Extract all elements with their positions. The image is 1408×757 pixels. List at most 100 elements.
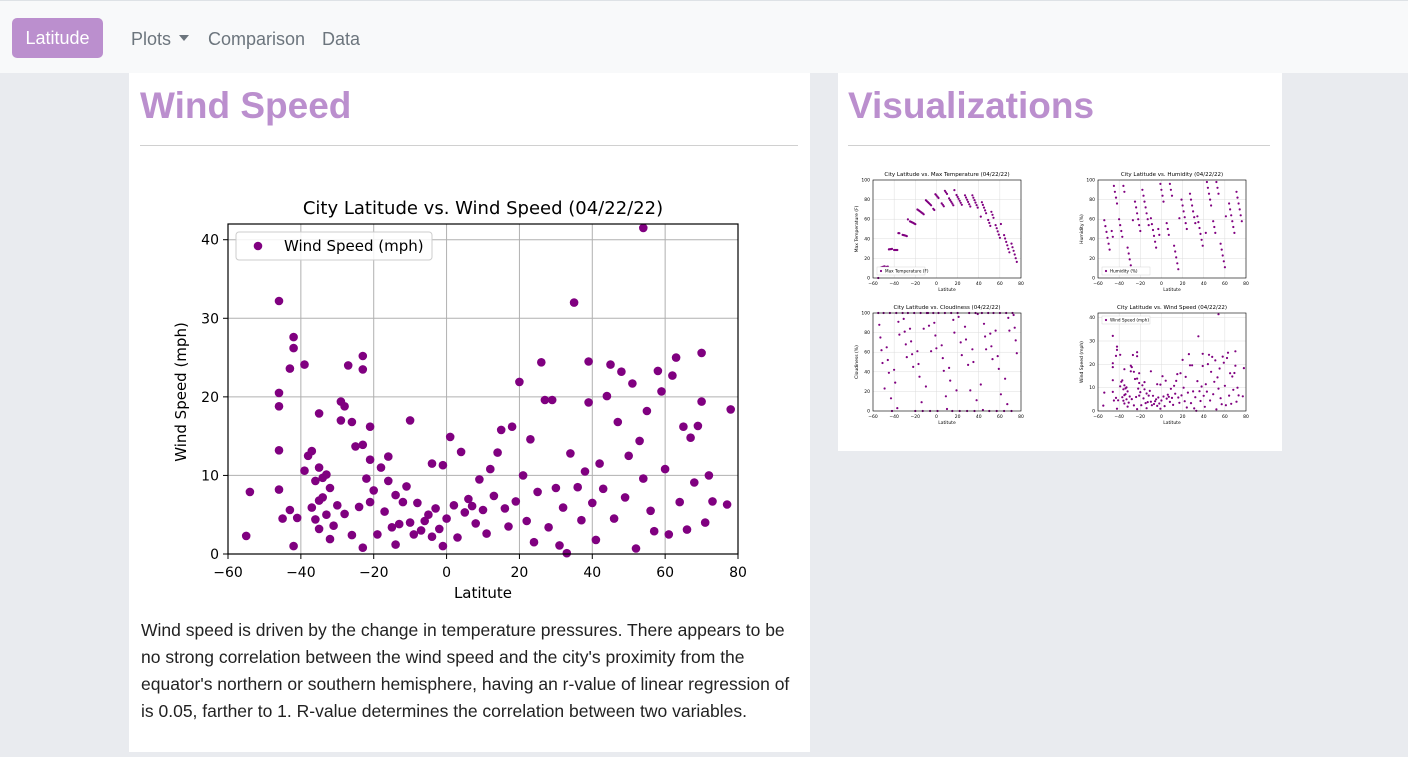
brand-button[interactable]: Latitude (12, 18, 103, 58)
thumb-point (1187, 353, 1190, 356)
thumb-point (1237, 202, 1240, 205)
thumb-point (922, 213, 925, 216)
data-point (693, 421, 703, 431)
thumb-point (1207, 353, 1211, 356)
data-point (544, 523, 553, 532)
data-points (241, 223, 735, 558)
thumb-point (1159, 407, 1162, 410)
thumb-point (1136, 351, 1139, 354)
thumb-point (1183, 216, 1186, 219)
thumb-point (1199, 399, 1202, 403)
data-point (475, 475, 484, 484)
thumb-x-tick: −60 (868, 414, 878, 420)
thumb-point (1162, 200, 1165, 203)
thumb-point (1234, 364, 1237, 367)
thumb-point (950, 200, 953, 203)
data-point (653, 366, 663, 376)
page-title: Wind Speed (140, 85, 352, 126)
data-point (285, 364, 295, 373)
thumb-point (924, 385, 927, 388)
thumb-point (1184, 222, 1187, 225)
thumb-point (1112, 399, 1115, 402)
thumb-point (1229, 372, 1232, 375)
thumb-point (1184, 375, 1187, 378)
thumb-point (971, 194, 974, 197)
thumb-points (1102, 313, 1245, 412)
thumb-point (1113, 190, 1116, 193)
thumb-point (1180, 198, 1183, 201)
thumb-point (1162, 395, 1165, 398)
thumb-point (1193, 407, 1196, 410)
thumb-legend-label: Max Temperature (F) (885, 269, 929, 274)
thumb-point (896, 248, 899, 252)
thumb-point (1165, 397, 1168, 400)
thumb-point (1137, 387, 1140, 390)
data-point (697, 348, 706, 358)
data-point (537, 358, 546, 367)
thumb-point (1115, 348, 1119, 351)
thumb-point (1145, 407, 1148, 410)
thumb-frame (1097, 312, 1247, 412)
nav-plots-dropdown[interactable]: Plots (131, 29, 190, 50)
thumb-y-tick: 80 (864, 330, 870, 336)
thumb-point (1119, 353, 1122, 356)
thumb-point (1210, 204, 1213, 207)
thumb-point (1115, 345, 1119, 348)
thumb-point (972, 196, 975, 199)
thumb-point (1107, 242, 1110, 245)
thumb-point (1111, 390, 1114, 393)
thumb-y-tick: 60 (864, 350, 870, 356)
thumb-point (991, 213, 994, 216)
nav-data[interactable]: Data (322, 29, 361, 49)
thumb-point (1004, 377, 1007, 380)
thumb-point (988, 221, 991, 224)
thumb-x-tick: −20 (1136, 414, 1146, 420)
data-point (668, 371, 677, 380)
data-point (566, 449, 575, 458)
data-point (526, 435, 535, 444)
thumb-point (1138, 224, 1141, 227)
thumb-point (1215, 180, 1218, 184)
thumb-point (1145, 392, 1148, 395)
thumb-x-tick: 40 (976, 414, 982, 420)
thumb-point (1160, 399, 1163, 402)
thumbnail-hum: City Latitude vs. Humidity (04/22/22) −60… (1079, 172, 1249, 293)
data-point (449, 501, 459, 510)
thumb-point (916, 350, 919, 353)
thumbnail-title: City Latitude vs. Humidity (04/22/22) (1121, 172, 1223, 178)
thumb-point (1166, 393, 1169, 396)
thumb-point (1181, 204, 1184, 207)
data-point (384, 452, 393, 461)
thumb-point (1194, 396, 1197, 399)
thumb-point (997, 367, 1000, 370)
thumb-point (1236, 196, 1239, 199)
data-point (300, 466, 309, 476)
thumb-point (1191, 364, 1194, 367)
thumb-x-tick: 40 (1201, 281, 1207, 287)
thumb-point (1126, 390, 1129, 393)
thumb-point (1188, 364, 1192, 367)
data-point (511, 497, 521, 506)
thumb-point (1182, 210, 1185, 213)
thumb-point (1154, 400, 1157, 403)
thumb-point (973, 199, 976, 202)
thumb-point (1148, 389, 1151, 392)
thumb-point (982, 206, 986, 209)
thumb-point (1154, 240, 1157, 243)
thumb-point (992, 216, 995, 219)
thumb-point (1224, 404, 1227, 407)
thumb-legend-marker (879, 269, 883, 273)
thumb-point (894, 381, 897, 384)
thumb-point (880, 349, 883, 352)
thumb-x-tick: −40 (1114, 414, 1124, 420)
x-tick-label: 80 (729, 565, 747, 581)
thumb-point (1135, 206, 1138, 209)
nav-comparison[interactable]: Comparison (208, 29, 306, 49)
data-point (686, 433, 695, 442)
thumb-point (1007, 316, 1010, 319)
data-point (580, 467, 590, 476)
thumb-point (1221, 355, 1224, 358)
data-point (442, 514, 451, 523)
thumb-point (1123, 384, 1126, 387)
thumb-point (912, 365, 915, 368)
